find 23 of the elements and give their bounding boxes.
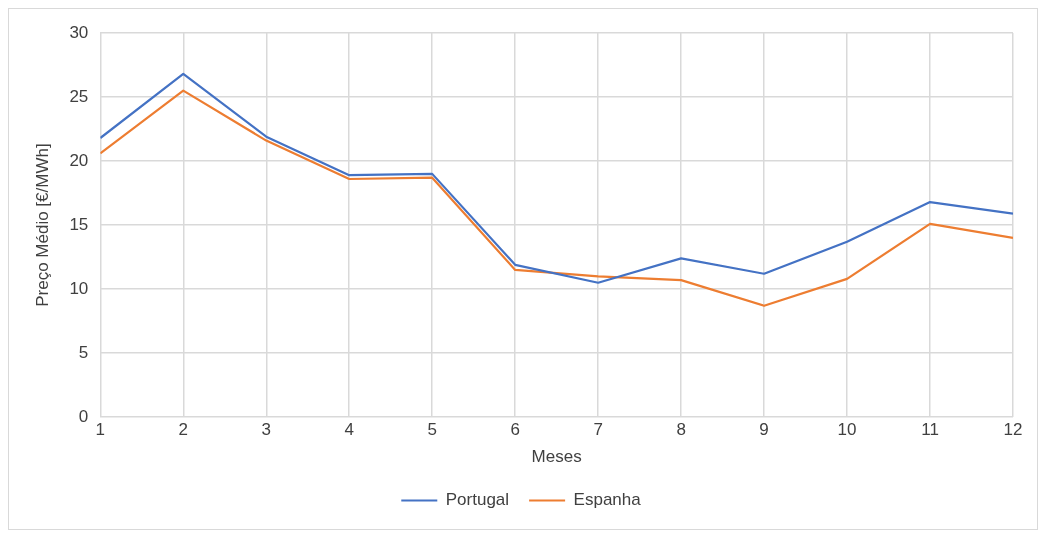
y-tick-label: 0 [78, 406, 89, 426]
x-tick-label: 7 [593, 420, 603, 440]
x-tick-label: 9 [759, 420, 769, 440]
x-tick-label: 3 [261, 420, 271, 440]
legend-label: Portugal [445, 490, 510, 510]
y-tick-label: 15 [69, 214, 89, 234]
x-tick-label: 2 [178, 420, 189, 440]
x-tick-label: 12 [1003, 420, 1023, 440]
y-axis-title: Preço Médio [€/MWh] [32, 143, 52, 307]
y-tick-label: 20 [69, 150, 89, 170]
legend-label: Espanha [573, 490, 642, 510]
x-tick-label: 11 [921, 420, 939, 440]
x-tick-label: 5 [427, 420, 437, 440]
y-tick-label: 5 [78, 342, 89, 362]
y-tick-label: 30 [69, 22, 89, 42]
y-tick-label: 25 [69, 86, 89, 106]
x-tick-label: 1 [95, 420, 106, 440]
x-tick-label: 4 [344, 420, 354, 440]
x-tick-label: 6 [510, 420, 520, 440]
x-tick-label: 10 [837, 420, 857, 440]
x-axis-title: Meses [531, 447, 582, 467]
x-tick-label: 8 [676, 420, 686, 440]
y-tick-label: 10 [69, 278, 89, 298]
